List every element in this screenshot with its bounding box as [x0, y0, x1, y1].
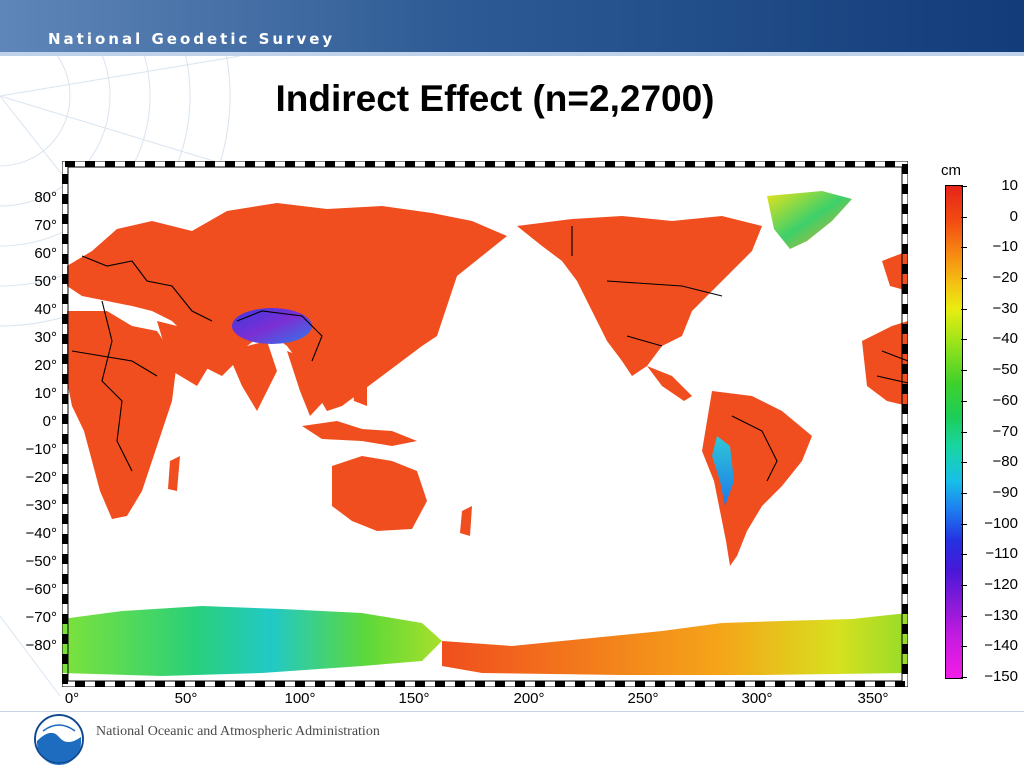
colorbar-tick	[961, 216, 967, 218]
andes-highlands	[712, 436, 734, 506]
colorbar-label: 0	[1009, 207, 1018, 225]
colorbar-label: −70	[992, 422, 1018, 440]
greenland	[767, 191, 852, 249]
lat-label: −50°	[25, 553, 57, 570]
lat-label: 10°	[34, 385, 57, 402]
colorbar-tick	[961, 584, 967, 586]
footer-org-name: National Oceanic and Atmospheric Adminis…	[96, 724, 380, 739]
colorbar-tick	[961, 370, 967, 372]
colorbar-label: −110	[985, 545, 1018, 563]
lon-label: 200°	[513, 690, 545, 707]
japan	[387, 281, 407, 326]
colorbar-label: −120	[984, 575, 1018, 593]
agency-name: National Geodetic Survey	[48, 30, 336, 48]
arabia-india	[157, 321, 277, 411]
colorbar-label: −50	[992, 361, 1018, 379]
colorbar-label: −140	[984, 637, 1018, 655]
colorbar-label: −20	[992, 269, 1018, 287]
colorbar-tick	[961, 554, 967, 556]
indonesia	[302, 376, 417, 446]
lat-label: −70°	[25, 609, 57, 626]
colorbar-tick	[961, 278, 967, 280]
south-america	[702, 391, 812, 566]
central-america	[647, 366, 692, 401]
colorbar-tick	[961, 677, 967, 678]
colorbar-label: −10	[992, 238, 1018, 256]
lon-label: 250°	[627, 690, 659, 707]
colorbar-label: −30	[992, 299, 1018, 317]
colorbar-label: 10	[1001, 177, 1018, 194]
colorbar-tick	[961, 523, 967, 525]
lon-label: 300°	[741, 690, 773, 707]
world-map	[62, 161, 908, 687]
colorbar-label: −40	[992, 330, 1018, 348]
lat-label: 60°	[34, 245, 57, 262]
madagascar	[168, 456, 180, 491]
eurasia-landmass	[67, 203, 507, 411]
footer-rule	[0, 711, 1024, 712]
colorbar-label: −130	[984, 606, 1018, 624]
lon-label: 50°	[174, 690, 198, 707]
colorbar-tick	[961, 462, 967, 464]
lat-label: −10°	[25, 441, 57, 458]
noaa-logo-icon	[34, 714, 84, 765]
colorbar-tick	[961, 339, 967, 341]
antarctica-east	[62, 606, 442, 676]
colorbar-label: −150	[984, 668, 1018, 685]
australia	[332, 456, 427, 531]
colorbar-tick	[961, 186, 967, 187]
lat-label: −30°	[25, 497, 57, 514]
lat-label: 40°	[34, 301, 57, 318]
lat-label: 50°	[34, 273, 57, 290]
colorbar-tick	[961, 646, 967, 648]
lon-label: 0°	[64, 690, 80, 707]
africa-west-edge	[862, 321, 908, 406]
lat-label: 30°	[34, 329, 57, 346]
header-band: National Geodetic Survey	[0, 0, 1024, 56]
colorbar-tick	[961, 492, 967, 494]
political-borders	[71, 226, 908, 482]
colorbar-unit: cm	[941, 162, 961, 179]
slide-title: Indirect Effect (n=2,2700)	[275, 78, 715, 119]
colorbar-tick	[961, 308, 967, 310]
colorbar-tick	[961, 431, 967, 433]
tibetan-plateau	[232, 308, 312, 344]
colorbar-tick	[961, 247, 967, 249]
lon-label: 100°	[284, 690, 316, 707]
colorbar-label: −80	[992, 453, 1018, 471]
north-america	[517, 216, 762, 376]
lat-label: 80°	[34, 189, 57, 206]
southeast-asia	[287, 351, 324, 416]
colorbar-tick	[961, 615, 967, 617]
colorbar-label: −60	[992, 391, 1018, 409]
lon-label: 150°	[398, 690, 430, 707]
map-border	[62, 161, 908, 687]
colorbar-label: −90	[992, 483, 1018, 501]
lat-label: 70°	[34, 217, 57, 234]
lon-label: 350°	[857, 690, 889, 707]
lat-label: −20°	[25, 469, 57, 486]
antarctica-west	[442, 613, 908, 675]
lat-label: 0°	[42, 413, 57, 430]
lat-label: 20°	[34, 357, 57, 374]
lat-label: −80°	[25, 637, 57, 654]
africa-landmass	[67, 311, 177, 519]
new-zealand	[460, 506, 472, 536]
colorbar-label: −100	[984, 514, 1018, 532]
lat-label: −60°	[25, 581, 57, 598]
lat-label: −40°	[25, 525, 57, 542]
colorbar-tick	[961, 400, 967, 402]
